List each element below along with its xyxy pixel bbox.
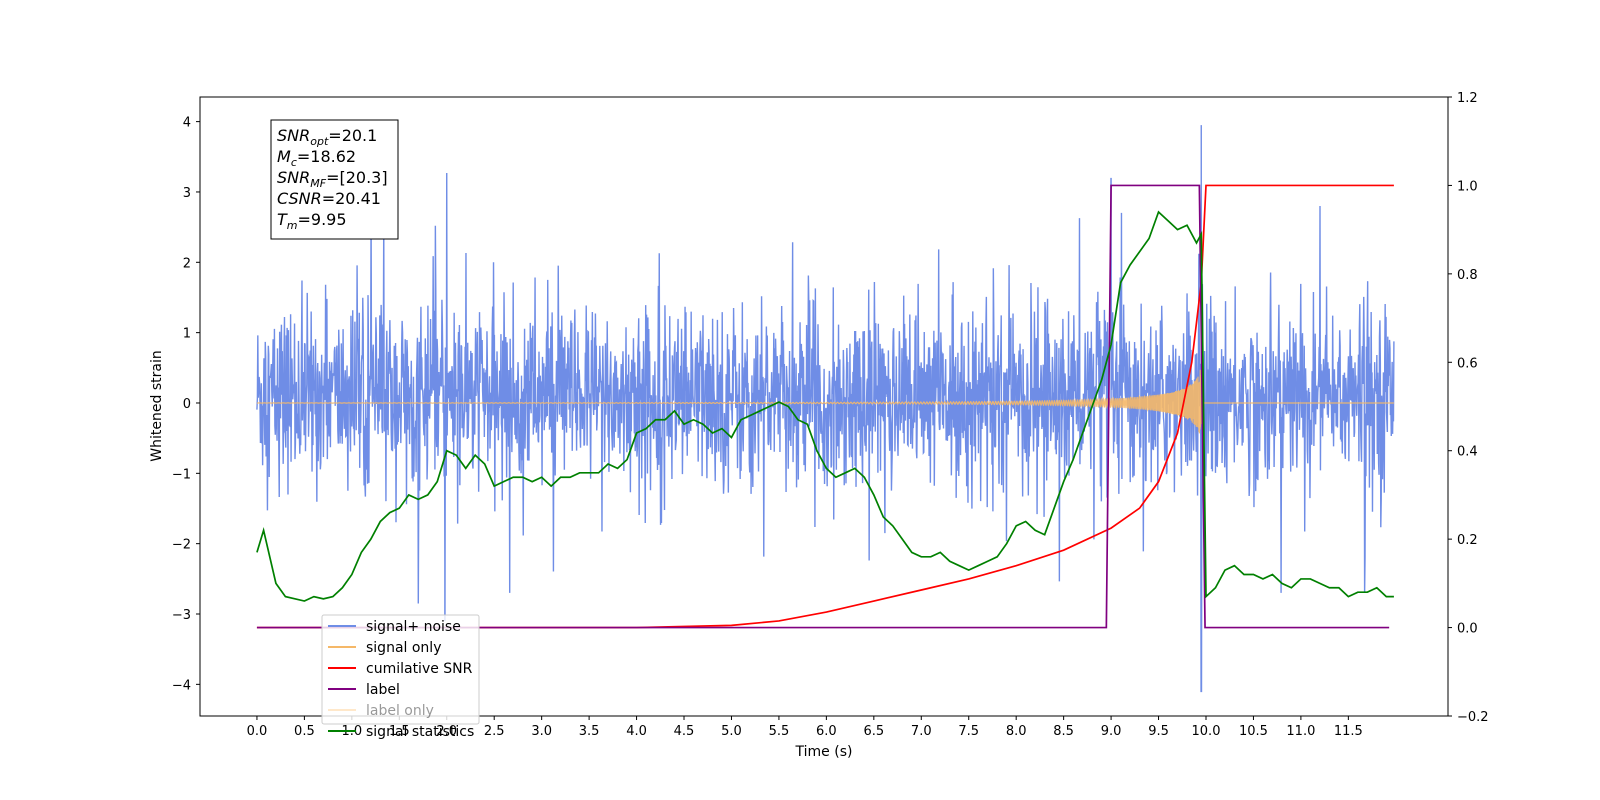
y-right-tick-label: 0.0 xyxy=(1457,622,1478,637)
x-tick-label: 4.5 xyxy=(674,724,695,739)
x-tick-label: 3.0 xyxy=(531,724,552,739)
x-tick-label: 9.0 xyxy=(1101,724,1122,739)
x-axis: 0.0 0.5 1.0 1.5 2.0 2.5 3.0 3.5 4.0 4.5 5.0 5.5 6.0 6… xyxy=(247,716,1363,739)
x-tick-label: 5.0 xyxy=(721,724,742,739)
info-line: SNRopt=20.1 xyxy=(277,126,377,148)
y-right-tick-label: 0.6 xyxy=(1457,356,1478,371)
plot-frame xyxy=(199,96,1449,717)
info-box-frame xyxy=(270,119,399,240)
y-axis-title: Whitened strain xyxy=(149,350,165,461)
y-left-tick-label: 3 xyxy=(183,186,191,201)
y-right-tick-label: −0.2 xyxy=(1457,710,1489,725)
legend-label: signal only xyxy=(366,640,441,656)
series-signal-statistics-line xyxy=(256,210,1394,602)
x-tick-label: 11.0 xyxy=(1286,724,1315,739)
x-tick-label: 6.5 xyxy=(863,724,884,739)
x-tick-label: 5.5 xyxy=(769,724,790,739)
x-tick-label: 8.5 xyxy=(1053,724,1074,739)
x-tick-label: 6.0 xyxy=(816,724,837,739)
info-line: SNRMF=[20.3] xyxy=(277,168,388,190)
y-left-tick-label: 0 xyxy=(183,397,191,412)
legend: signal+ noise signal only cumilative SNR la… xyxy=(321,614,480,740)
y-left-tick-label: 2 xyxy=(183,256,191,271)
y-left-tick-label: −2 xyxy=(172,538,191,553)
legend-frame xyxy=(321,614,480,725)
y-right-tick-label: 0.8 xyxy=(1457,268,1478,283)
x-tick-label: 0.5 xyxy=(294,724,315,739)
y-left-tick-label: 4 xyxy=(183,116,191,131)
x-tick-label: 4.0 xyxy=(626,724,647,739)
y-left-tick-label: −4 xyxy=(172,678,191,693)
x-tick-label: 0.0 xyxy=(247,724,268,739)
x-tick-label: 7.5 xyxy=(958,724,979,739)
x-tick-label: 1.5 xyxy=(389,724,410,739)
x-tick-label: 11.5 xyxy=(1334,724,1363,739)
x-tick-label: 10.0 xyxy=(1192,724,1221,739)
y-right-tick-label: 0.4 xyxy=(1457,445,1478,460)
y-left-tick-label: −3 xyxy=(172,608,191,623)
series-signal-noise-line xyxy=(256,125,1395,693)
x-axis-title: Time (s) xyxy=(795,744,853,760)
series-signal-only-line xyxy=(256,369,1394,434)
x-tick-label: 2.5 xyxy=(484,724,505,739)
legend-label: signal+ noise xyxy=(366,619,461,635)
legend-label: signal statistics xyxy=(366,724,474,740)
legend-label: cumilative SNR xyxy=(366,661,473,677)
x-tick-label: 3.5 xyxy=(579,724,600,739)
y-axis-left: 4 3 2 1 0 −1 −2 −3 −4 xyxy=(172,116,200,693)
info-box: SNRopt=20.1Mc=18.62SNRMF=[20.3]CSNR=20.4… xyxy=(270,119,399,240)
y-axis-right: 1.2 1.0 0.8 0.6 0.4 0.2 0.0 −0.2 xyxy=(1448,91,1489,725)
series-group xyxy=(256,125,1395,693)
x-tick-label: 9.5 xyxy=(1148,724,1169,739)
x-tick-label: 7.0 xyxy=(911,724,932,739)
x-tick-label: 8.0 xyxy=(1006,724,1027,739)
legend-label: label xyxy=(366,682,400,698)
x-tick-label: 10.5 xyxy=(1239,724,1268,739)
y-left-tick-label: −1 xyxy=(172,467,191,482)
series-cumilative-snr-line xyxy=(256,184,1394,629)
info-line: Tm=9.95 xyxy=(277,210,347,232)
y-right-tick-label: 1.0 xyxy=(1457,179,1478,194)
series-label-line xyxy=(256,184,1390,629)
y-right-tick-label: 1.2 xyxy=(1457,91,1478,106)
legend-label: label only xyxy=(366,703,434,719)
x-tick-label: 2.0 xyxy=(436,724,457,739)
info-line: Mc=18.62 xyxy=(277,147,356,169)
y-left-tick-label: 1 xyxy=(183,327,191,342)
y-right-tick-label: 0.2 xyxy=(1457,533,1478,548)
info-line: CSNR=20.41 xyxy=(277,189,381,208)
